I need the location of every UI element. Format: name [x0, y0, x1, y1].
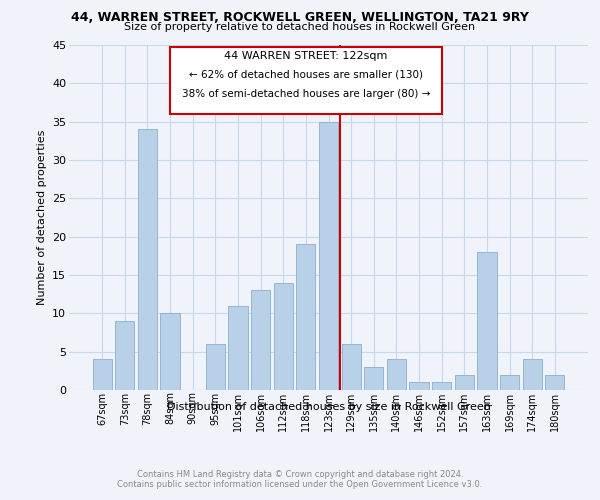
Bar [115, 321, 134, 390]
Bar [229, 306, 248, 390]
Bar [455, 374, 474, 390]
Bar [387, 360, 406, 390]
Bar [500, 374, 519, 390]
Bar [523, 360, 542, 390]
Bar [274, 282, 293, 390]
Bar [296, 244, 316, 390]
Text: Contains HM Land Registry data © Crown copyright and database right 2024.
Contai: Contains HM Land Registry data © Crown c… [118, 470, 482, 489]
Text: Distribution of detached houses by size in Rockwell Green: Distribution of detached houses by size … [167, 402, 491, 412]
Text: 44, WARREN STREET, ROCKWELL GREEN, WELLINGTON, TA21 9RY: 44, WARREN STREET, ROCKWELL GREEN, WELLI… [71, 11, 529, 24]
Bar [319, 122, 338, 390]
Bar [206, 344, 225, 390]
Bar [477, 252, 497, 390]
Y-axis label: Number of detached properties: Number of detached properties [37, 130, 47, 305]
Text: ← 62% of detached houses are smaller (130): ← 62% of detached houses are smaller (13… [189, 70, 423, 80]
Bar [138, 130, 157, 390]
FancyBboxPatch shape [170, 46, 442, 114]
Bar [545, 374, 565, 390]
Bar [341, 344, 361, 390]
Text: 44 WARREN STREET: 122sqm: 44 WARREN STREET: 122sqm [224, 51, 388, 61]
Text: Size of property relative to detached houses in Rockwell Green: Size of property relative to detached ho… [124, 22, 476, 32]
Bar [251, 290, 270, 390]
Text: 38% of semi-detached houses are larger (80) →: 38% of semi-detached houses are larger (… [182, 90, 430, 100]
Bar [432, 382, 451, 390]
Bar [92, 360, 112, 390]
Bar [364, 367, 383, 390]
Bar [409, 382, 428, 390]
Bar [160, 314, 180, 390]
